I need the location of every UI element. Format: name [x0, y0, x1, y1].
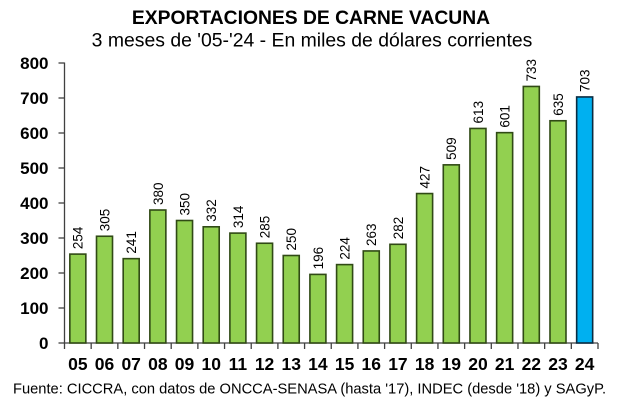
svg-text:263: 263: [364, 223, 379, 246]
svg-text:07: 07: [121, 354, 140, 374]
svg-text:733: 733: [524, 59, 539, 82]
svg-text:20: 20: [468, 354, 488, 374]
svg-text:613: 613: [471, 101, 486, 124]
svg-text:Fuente: CICCRA, con datos de O: Fuente: CICCRA, con datos de ONCCA-SENAS…: [13, 382, 606, 398]
svg-text:332: 332: [204, 199, 219, 222]
svg-text:05: 05: [68, 354, 88, 374]
svg-text:06: 06: [95, 354, 115, 374]
svg-text:427: 427: [418, 166, 433, 189]
svg-text:09: 09: [175, 354, 195, 374]
svg-text:800: 800: [20, 54, 48, 73]
svg-text:0: 0: [39, 334, 48, 353]
svg-text:635: 635: [551, 93, 566, 116]
svg-text:285: 285: [257, 216, 272, 239]
svg-text:14: 14: [308, 354, 328, 374]
svg-text:400: 400: [20, 194, 48, 213]
svg-text:23: 23: [548, 354, 568, 374]
svg-text:15: 15: [335, 354, 355, 374]
svg-text:22: 22: [522, 354, 542, 374]
svg-text:350: 350: [177, 193, 192, 216]
svg-text:18: 18: [415, 354, 435, 374]
svg-text:600: 600: [20, 124, 48, 143]
svg-text:282: 282: [391, 217, 406, 240]
svg-text:19: 19: [442, 354, 462, 374]
svg-text:196: 196: [311, 247, 326, 270]
svg-text:16: 16: [362, 354, 382, 374]
svg-text:17: 17: [388, 354, 407, 374]
svg-text:EXPORTACIONES DE CARNE VACUNA: EXPORTACIONES DE CARNE VACUNA: [132, 8, 490, 29]
svg-text:300: 300: [20, 229, 48, 248]
svg-text:241: 241: [124, 231, 139, 254]
svg-text:250: 250: [284, 228, 299, 251]
svg-text:08: 08: [148, 354, 168, 374]
svg-text:305: 305: [97, 209, 112, 232]
svg-text:500: 500: [20, 159, 48, 178]
svg-text:314: 314: [231, 205, 246, 228]
svg-text:13: 13: [282, 354, 302, 374]
svg-text:224: 224: [337, 237, 352, 260]
svg-text:21: 21: [495, 354, 515, 374]
svg-text:12: 12: [255, 354, 275, 374]
svg-text:703: 703: [578, 69, 593, 92]
svg-text:601: 601: [498, 105, 513, 128]
svg-text:100: 100: [20, 299, 48, 318]
svg-text:10: 10: [201, 354, 221, 374]
svg-text:254: 254: [71, 226, 86, 249]
svg-text:380: 380: [151, 182, 166, 205]
svg-text:24: 24: [575, 354, 595, 374]
svg-text:200: 200: [20, 264, 48, 283]
svg-text:509: 509: [444, 137, 459, 160]
svg-text:3 meses de '05-'24 - En miles: 3 meses de '05-'24 - En miles de dólares…: [92, 29, 533, 51]
svg-text:700: 700: [20, 89, 48, 108]
svg-text:11: 11: [229, 354, 248, 374]
